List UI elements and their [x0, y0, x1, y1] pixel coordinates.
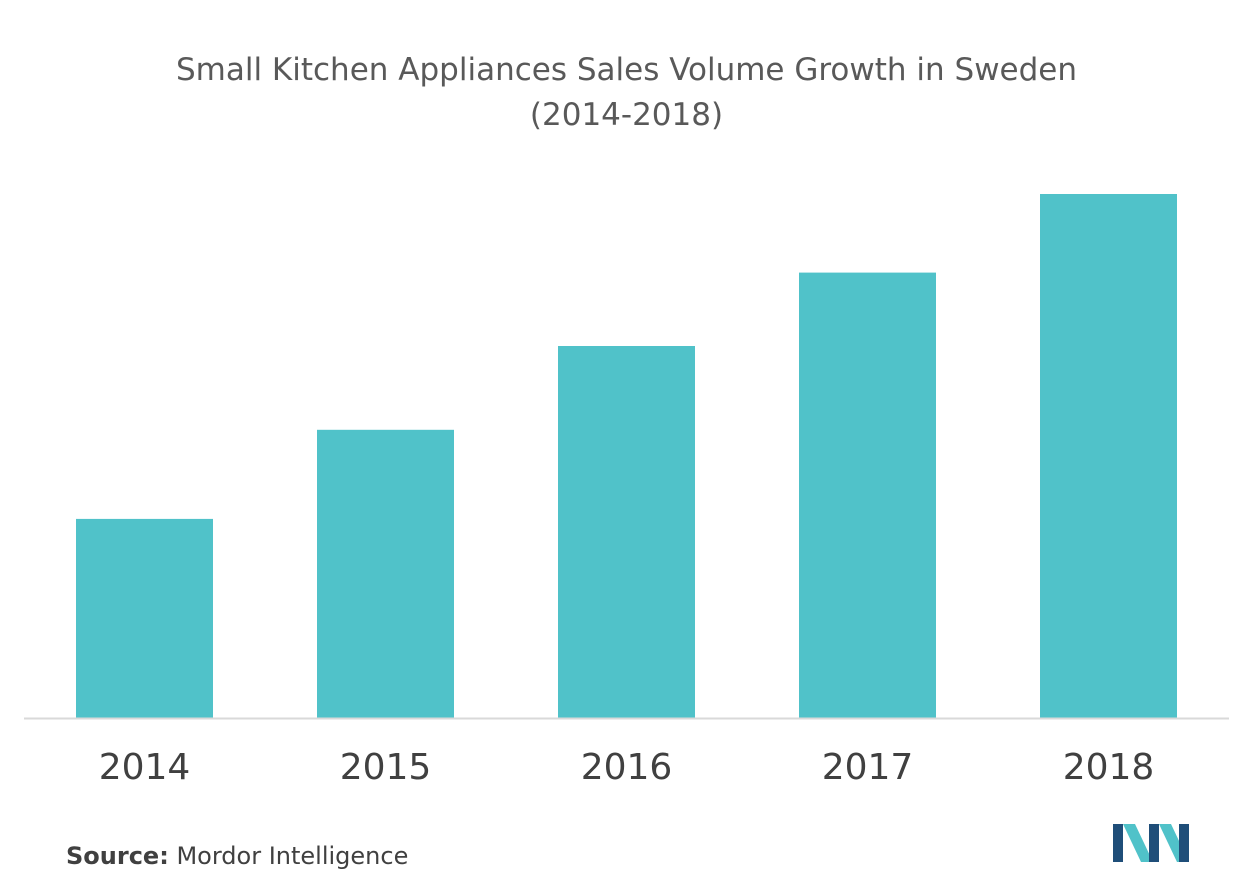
x-tick-label-2018: 2018 — [1063, 747, 1155, 788]
source-note: Source: Mordor Intelligence — [66, 842, 408, 870]
mordor-intelligence-logo-icon — [1113, 824, 1189, 862]
x-tick-label-2016: 2016 — [581, 747, 673, 788]
bar-2014 — [76, 518, 213, 718]
bar-2016 — [558, 346, 695, 718]
bar-2015 — [317, 429, 454, 718]
chart-title: Small Kitchen Appliances Sales Volume Gr… — [175, 52, 1078, 88]
chart-subtitle: (2014-2018) — [529, 97, 724, 133]
bar-2017 — [799, 272, 936, 718]
source-text: Mordor Intelligence — [176, 842, 409, 870]
x-tick-label-2014: 2014 — [99, 747, 191, 788]
x-tick-label-2017: 2017 — [822, 747, 914, 788]
source-label: Source: — [66, 842, 169, 870]
bar-2018 — [1040, 194, 1177, 718]
x-tick-label-2015: 2015 — [340, 747, 432, 788]
